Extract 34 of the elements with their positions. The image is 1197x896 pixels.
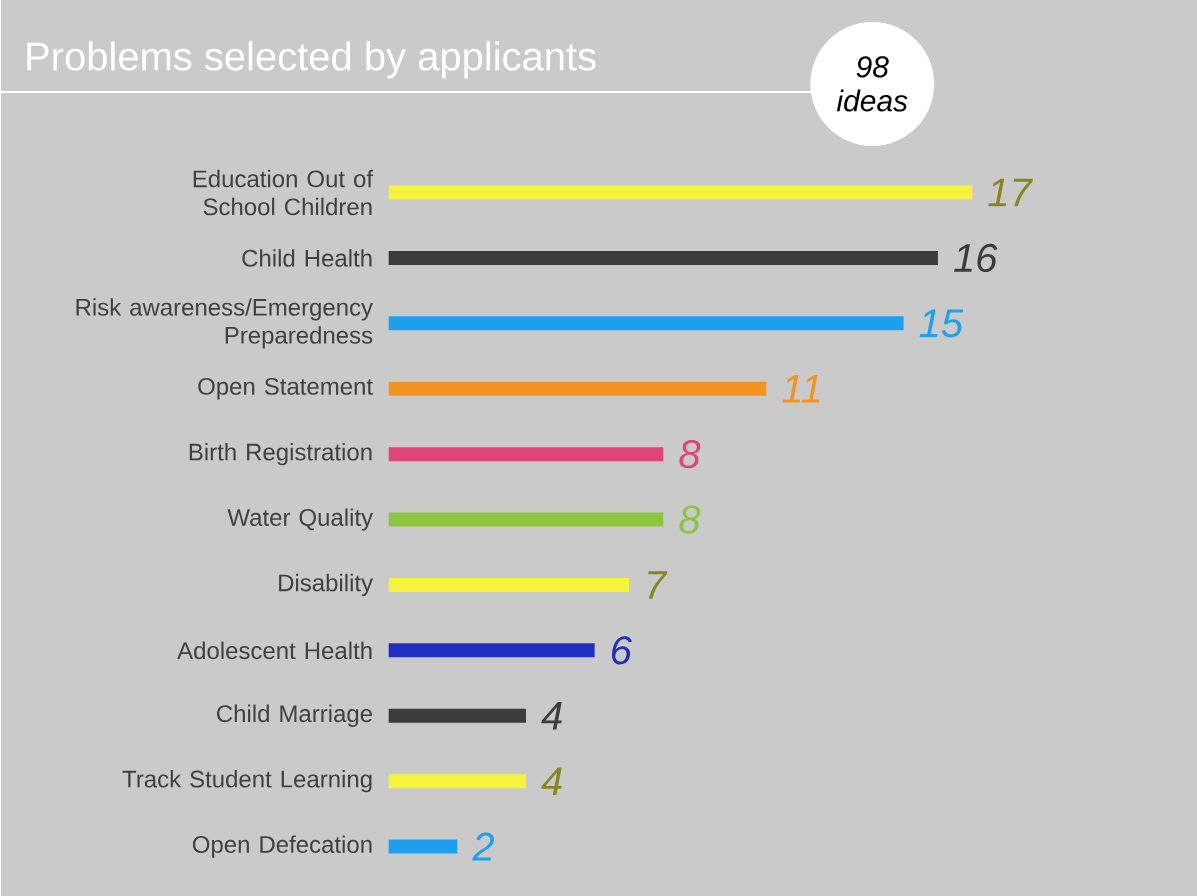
text: 98 ideas: [836, 56, 908, 112]
y-tick-label: Education Out of School Children: [193, 169, 374, 216]
bar: [388, 185, 973, 200]
bar: [388, 316, 904, 331]
data-label: 17: [988, 178, 1033, 207]
bar: [388, 708, 526, 723]
bar: [388, 643, 595, 658]
y-tick-label: Risk awareness/Emergency Preparedness: [76, 298, 373, 349]
bar: [388, 577, 629, 592]
data-label: 7: [648, 571, 668, 599]
data-label: 4: [541, 767, 562, 795]
data-label: 11: [782, 374, 820, 403]
y-tick-label: Adolescent Health: [177, 641, 372, 660]
data-label: 8: [679, 439, 701, 469]
y-tick-label: Birth Registration: [189, 442, 372, 466]
data-label: 4: [541, 701, 562, 730]
y-tick-label: Water Quality: [227, 508, 374, 531]
bar: [388, 512, 664, 527]
y-tick-label: Open Statement: [198, 377, 373, 400]
data-label: 6: [611, 636, 632, 665]
data-label: 15: [919, 309, 964, 338]
data-label: 8: [679, 505, 701, 534]
y-tick-label: Disability: [279, 573, 374, 597]
bar: [388, 839, 458, 854]
bar: [388, 774, 526, 789]
data-label: 16: [954, 243, 998, 272]
y-tick-label: Track Student Learning: [122, 769, 372, 793]
y-tick-label: Child Marriage: [217, 704, 372, 727]
y-tick-label: Open Defecation: [192, 835, 372, 858]
bar: [388, 447, 664, 462]
y-tick-label: Child Health: [242, 249, 372, 267]
bar: [388, 381, 767, 396]
bar: [388, 250, 938, 265]
data-label: 2: [472, 832, 495, 861]
